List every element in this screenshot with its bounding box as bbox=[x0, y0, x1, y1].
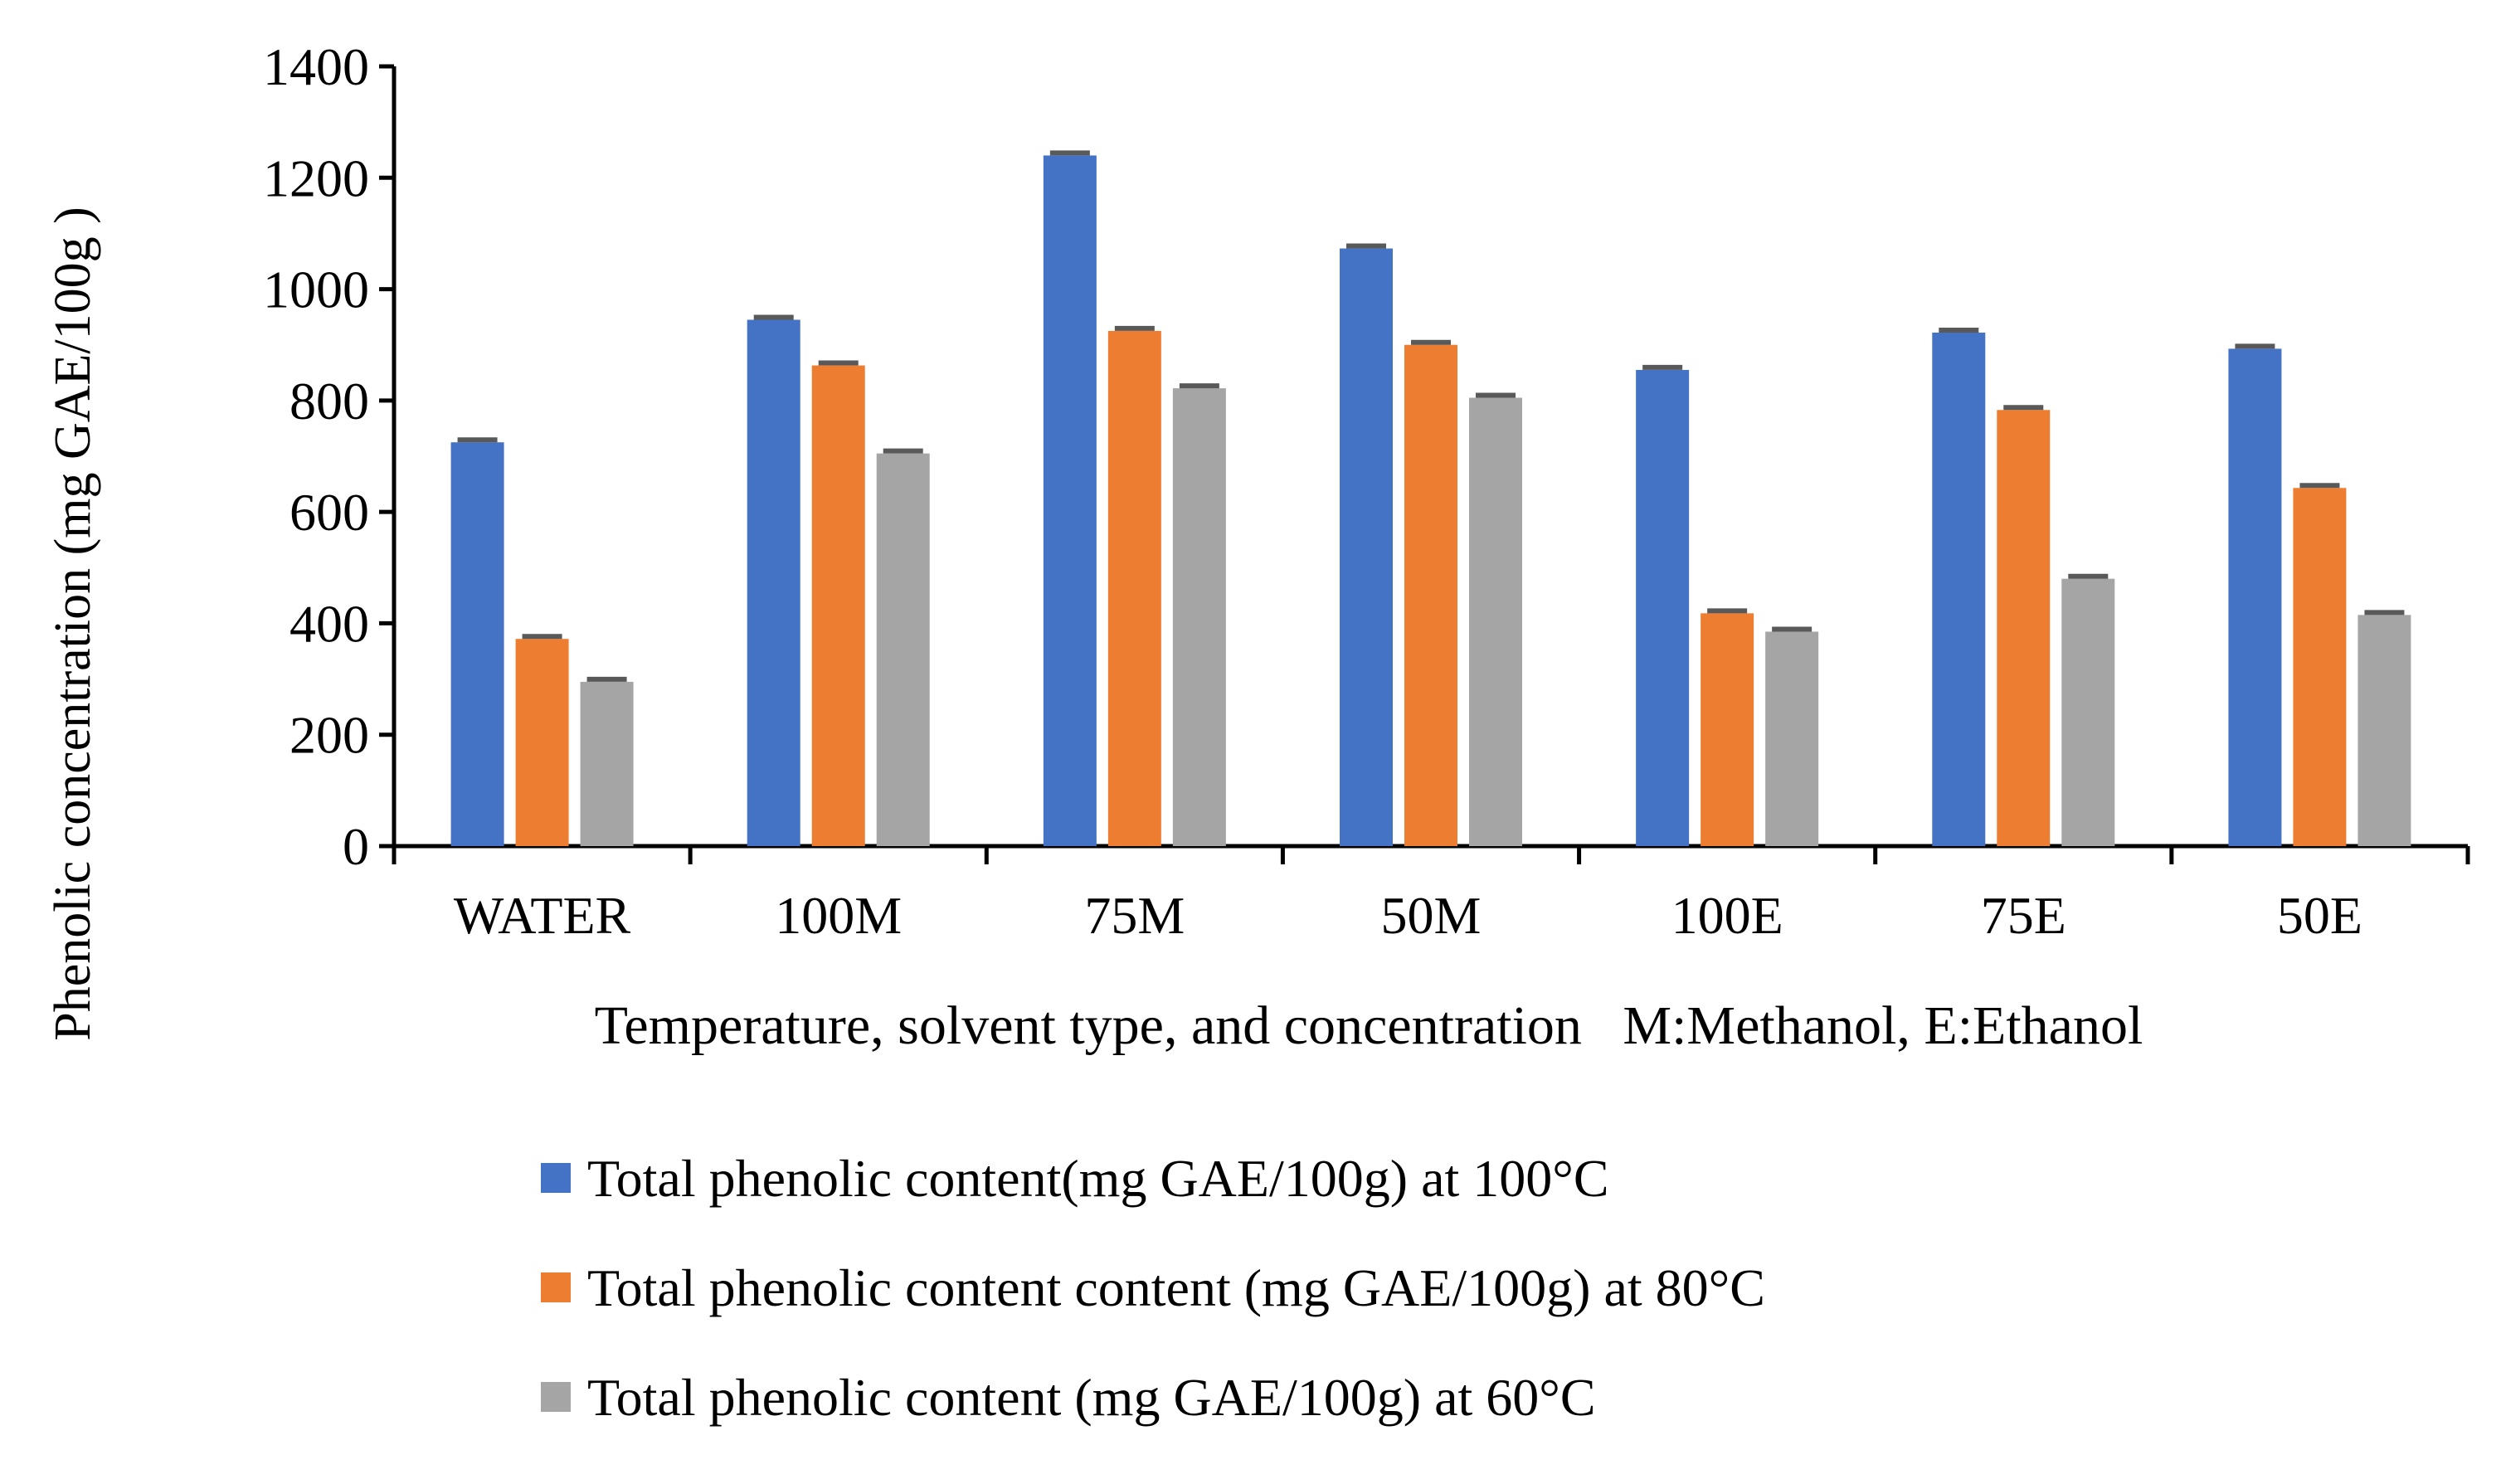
bar bbox=[1636, 369, 1690, 846]
x-tick-label: WATER bbox=[454, 886, 631, 945]
tick-labels: 0 200 400 600 800 1000 1200 1400 WATER 100M 75M 50M… bbox=[263, 37, 2362, 945]
legend-swatch bbox=[541, 1382, 571, 1412]
bar bbox=[1172, 388, 1226, 847]
y-tick-label: 0 bbox=[343, 817, 369, 876]
bar bbox=[1997, 410, 2051, 846]
legend-swatch bbox=[541, 1163, 571, 1193]
y-tick-label: 1000 bbox=[263, 260, 369, 319]
x-tick-label: 100M bbox=[775, 886, 902, 945]
y-tick-label: 1200 bbox=[263, 148, 369, 207]
x-tick-label: 75E bbox=[1981, 886, 2066, 945]
x-tick-label: 75M bbox=[1084, 886, 1185, 945]
y-tick-label: 800 bbox=[290, 372, 369, 431]
bar bbox=[811, 365, 865, 846]
y-tick-label: 200 bbox=[290, 706, 369, 765]
bar bbox=[1469, 397, 1522, 846]
y-axis-title: Phenolic concentration (mg GAE/100g ) bbox=[45, 207, 101, 1041]
bar bbox=[876, 453, 930, 846]
bar bbox=[747, 319, 800, 846]
legend-swatch bbox=[541, 1272, 571, 1302]
bar bbox=[2357, 615, 2411, 846]
bar bbox=[1765, 631, 1819, 846]
bar bbox=[450, 442, 504, 846]
legend-label: Total phenolic content (mg GAE/100g) at … bbox=[587, 1368, 1596, 1427]
x-tick-label: 50E bbox=[2277, 886, 2362, 945]
bar bbox=[1932, 332, 1986, 846]
bar bbox=[2228, 348, 2282, 846]
bars bbox=[450, 155, 2411, 847]
x-tick-label: 100E bbox=[1671, 886, 1783, 945]
legend-label: Total phenolic content content (mg GAE/1… bbox=[587, 1258, 1765, 1317]
bar bbox=[1340, 248, 1393, 846]
bar bbox=[1107, 330, 1161, 846]
bar bbox=[580, 681, 634, 846]
bar bbox=[1404, 344, 1457, 846]
y-tick-label: 400 bbox=[290, 594, 369, 653]
x-tick-label: 50M bbox=[1381, 886, 1482, 945]
bar bbox=[515, 639, 569, 846]
error-bars bbox=[457, 150, 2405, 682]
bar bbox=[1043, 155, 1097, 846]
bar bbox=[2061, 578, 2115, 846]
x-axis-title: Temperature, solvent type, and concentra… bbox=[595, 995, 2143, 1056]
legend: Total phenolic content(mg GAE/100g) at 1… bbox=[541, 1149, 1765, 1427]
y-tick-label: 1400 bbox=[263, 37, 369, 96]
bar bbox=[1701, 613, 1754, 846]
bar bbox=[2293, 488, 2347, 846]
y-tick-label: 600 bbox=[290, 483, 369, 542]
legend-label: Total phenolic content(mg GAE/100g) at 1… bbox=[587, 1149, 1609, 1208]
